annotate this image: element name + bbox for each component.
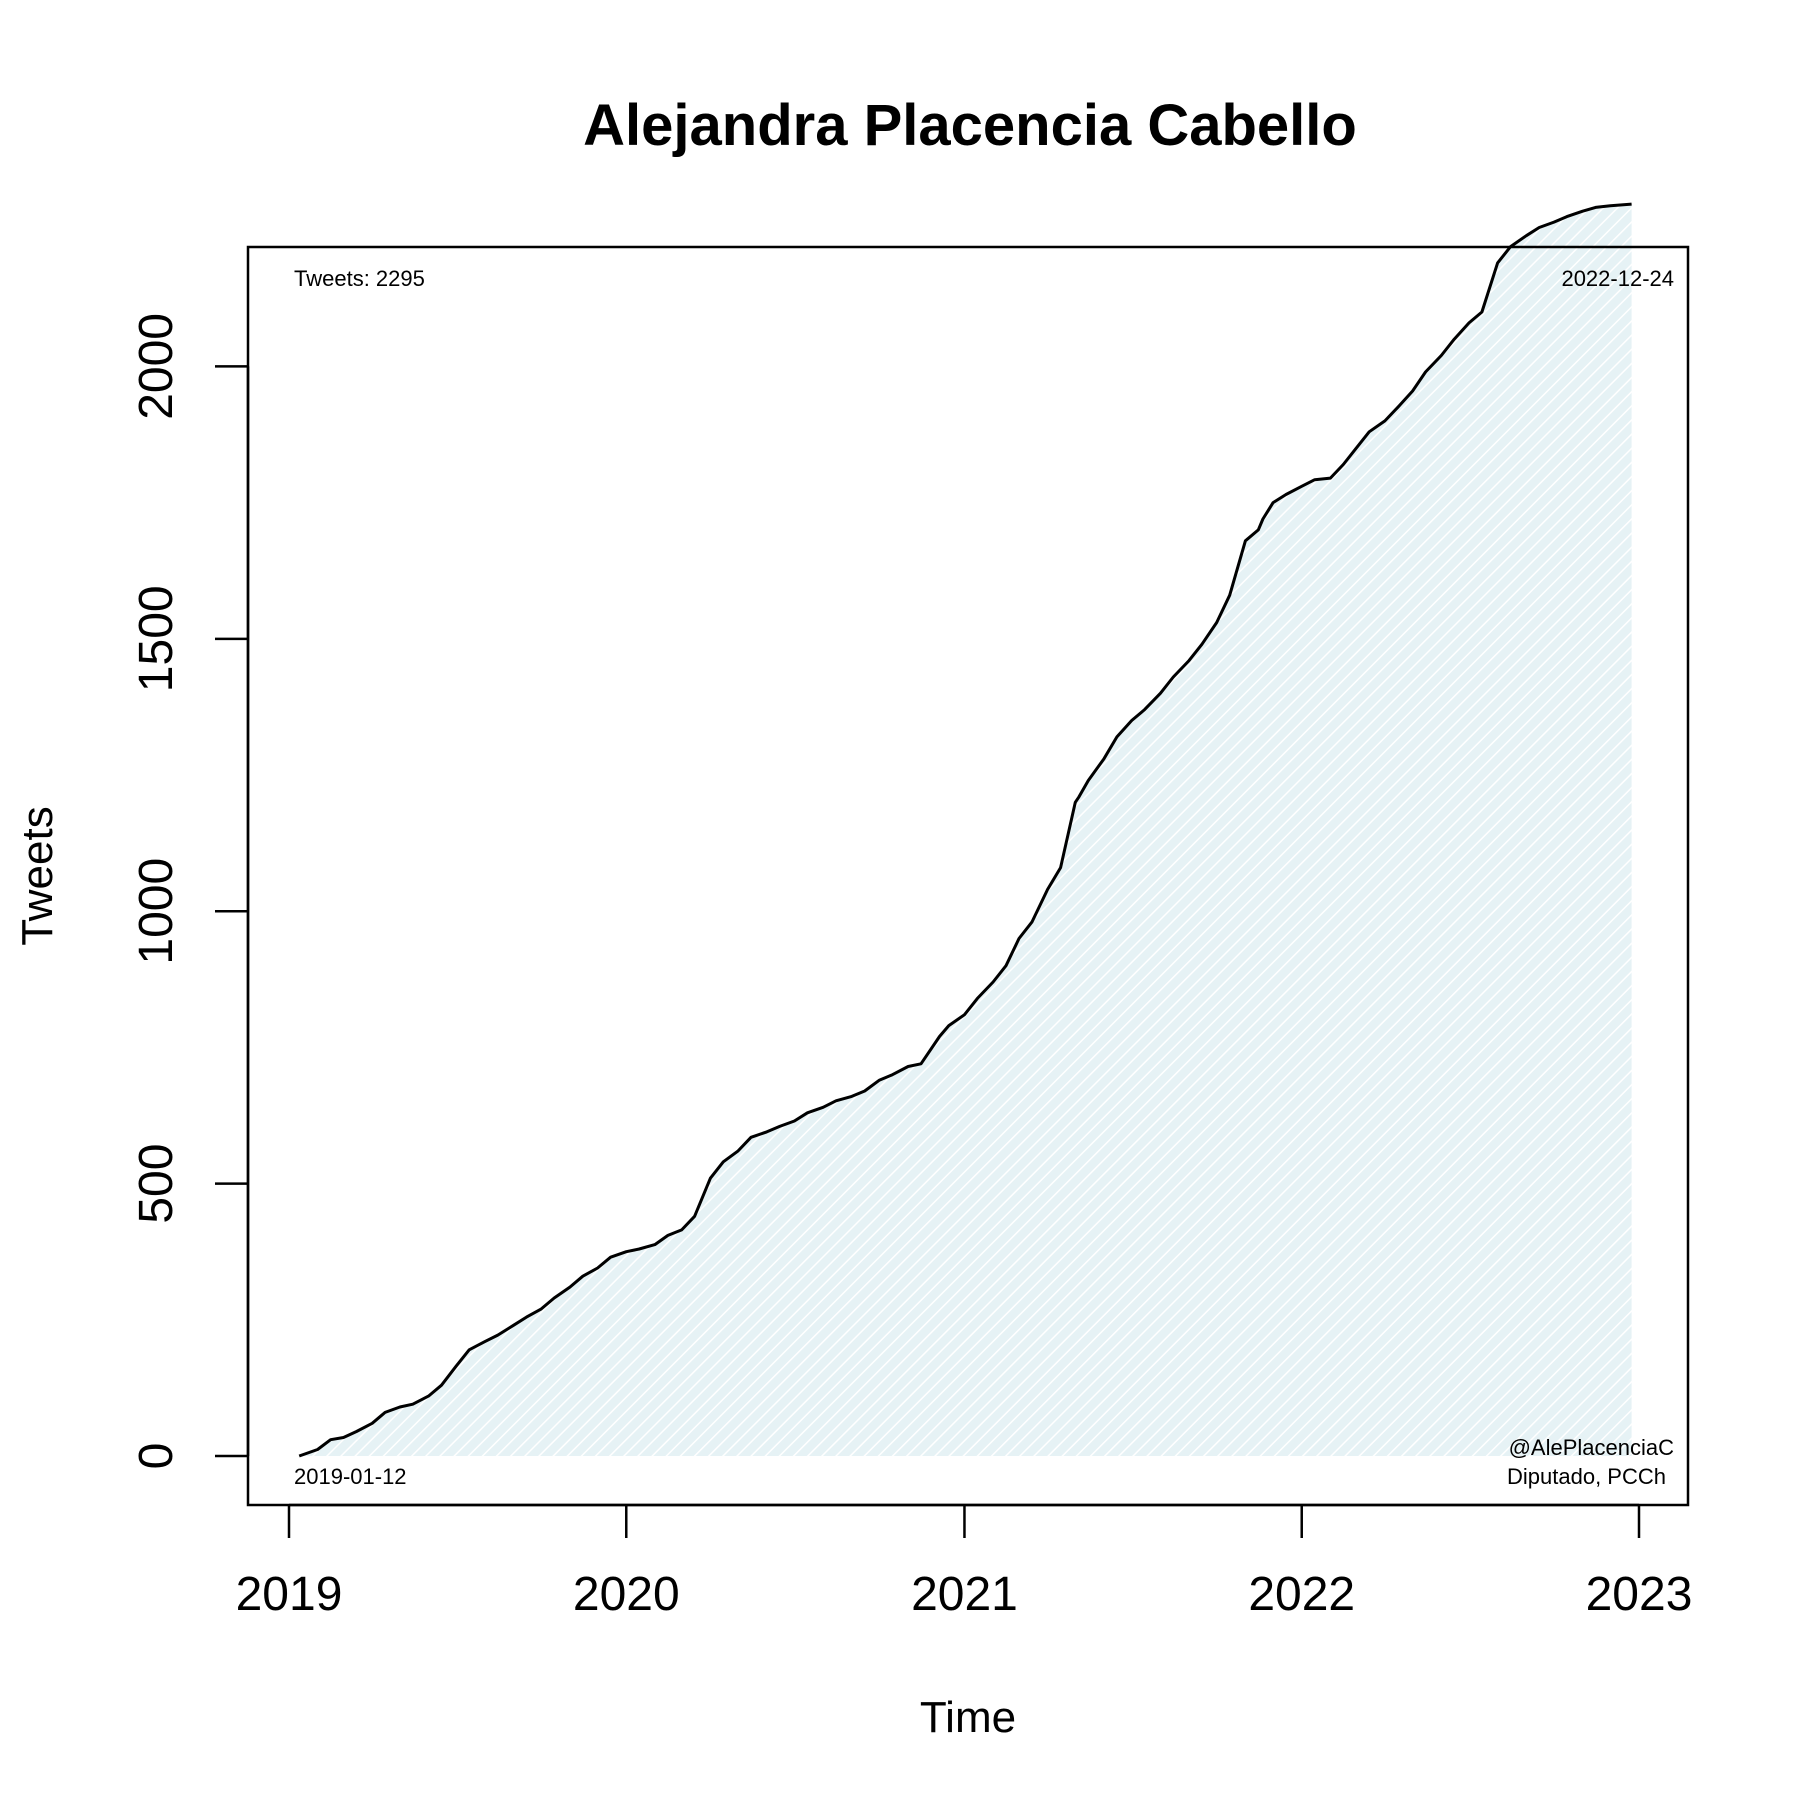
x-axis-label: Time bbox=[920, 1693, 1016, 1742]
y-tick-label: 1500 bbox=[130, 585, 183, 692]
x-tick-label: 2019 bbox=[236, 1568, 343, 1621]
chart-title: Alejandra Placencia Cabello bbox=[583, 93, 1357, 158]
tweet-count-annotation: Tweets: 2295 bbox=[294, 266, 425, 291]
handle-annotation: @AlePlacenciaC bbox=[1509, 1435, 1675, 1460]
start-date-annotation: 2019-01-12 bbox=[294, 1464, 407, 1489]
x-axis: 2019 2020 2021 2022 2023 bbox=[236, 1503, 1693, 1621]
plot-area bbox=[298, 202, 1632, 1458]
y-axis-label: Tweets bbox=[13, 806, 62, 945]
y-tick-label: 1000 bbox=[130, 858, 183, 965]
y-tick-label: 500 bbox=[130, 1144, 183, 1224]
y-tick-label: 2000 bbox=[130, 313, 183, 420]
end-date-annotation: 2022-12-24 bbox=[1561, 266, 1674, 291]
y-tick-label: 0 bbox=[130, 1443, 183, 1470]
x-tick-label: 2021 bbox=[911, 1568, 1018, 1621]
y-axis: 0 500 1000 1500 2000 bbox=[130, 313, 250, 1470]
affiliation-annotation: Diputado, PCCh bbox=[1507, 1464, 1666, 1489]
cumulative-area bbox=[299, 204, 1632, 1457]
x-tick-label: 2022 bbox=[1248, 1568, 1355, 1621]
x-tick-label: 2020 bbox=[573, 1568, 680, 1621]
x-tick-label: 2023 bbox=[1586, 1568, 1693, 1621]
cumulative-line bbox=[298, 202, 1632, 1458]
